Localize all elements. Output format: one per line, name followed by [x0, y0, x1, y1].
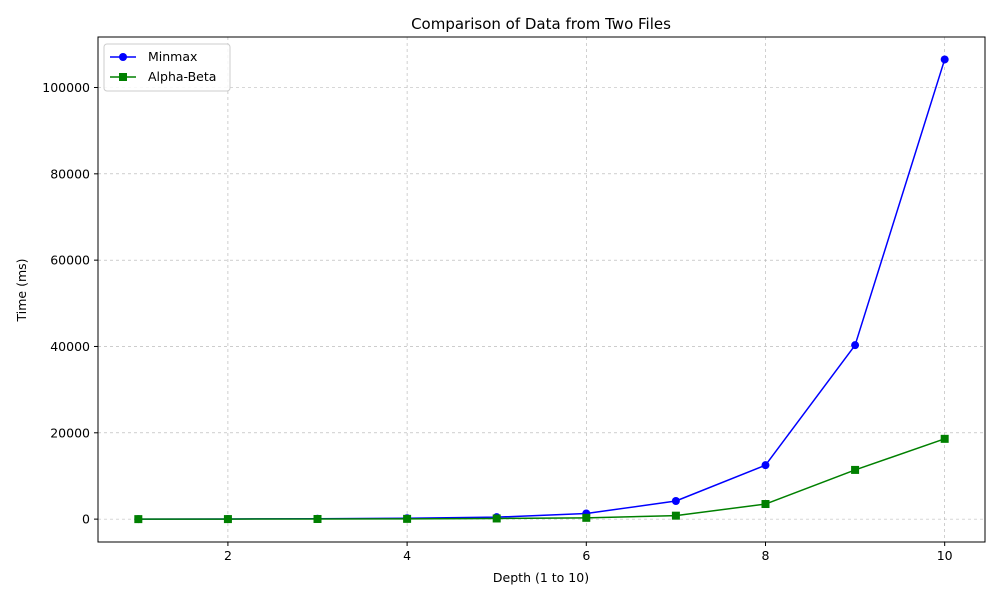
x-axis-ticks: 2 4 6 8 10 [224, 542, 953, 563]
series-alpha-beta [134, 434, 949, 524]
data-point-alpha-beta [940, 434, 949, 443]
data-point-alpha-beta [492, 514, 501, 523]
data-point-minmax [851, 341, 860, 350]
x-tick-label: 6 [582, 548, 590, 563]
series-line-alpha-beta [138, 438, 945, 520]
data-point-alpha-beta [134, 515, 143, 524]
plot-frame [97, 36, 986, 543]
data-point-alpha-beta [403, 514, 412, 523]
y-axis-label: Time (ms) [14, 258, 29, 322]
y-tick-label: 0 [82, 512, 90, 527]
data-point-minmax [940, 55, 949, 64]
data-point-minmax [761, 461, 770, 470]
data-point-alpha-beta [223, 515, 232, 524]
grid [98, 37, 985, 542]
legend-label-alpha-beta: Alpha-Beta [148, 69, 216, 84]
data-point-alpha-beta [582, 513, 591, 522]
legend: Minmax Alpha-Beta [103, 43, 231, 92]
legend-box [103, 43, 231, 92]
x-tick-label: 2 [224, 548, 232, 563]
data-point-alpha-beta [851, 465, 860, 474]
y-axis-ticks: 0 20000 40000 60000 80000 100000 [42, 80, 98, 527]
data-point-alpha-beta [761, 500, 770, 509]
y-tick-label: 20000 [50, 425, 90, 440]
chart-title: Comparison of Data from Two Files [411, 15, 671, 33]
y-tick-label: 40000 [50, 339, 90, 354]
series-layer [134, 55, 949, 524]
y-tick-label: 100000 [42, 80, 90, 95]
x-tick-label: 4 [403, 548, 411, 563]
legend-marker-alpha-beta [119, 73, 127, 81]
x-tick-label: 10 [937, 548, 953, 563]
x-axis-label: Depth (1 to 10) [493, 570, 589, 585]
y-tick-label: 80000 [50, 166, 90, 181]
legend-marker-minmax [119, 53, 127, 61]
data-point-alpha-beta [671, 511, 680, 520]
y-tick-label: 60000 [50, 253, 90, 268]
x-tick-label: 8 [762, 548, 770, 563]
legend-label-minmax: Minmax [148, 49, 197, 64]
data-point-minmax [671, 496, 680, 505]
data-point-alpha-beta [313, 514, 322, 523]
